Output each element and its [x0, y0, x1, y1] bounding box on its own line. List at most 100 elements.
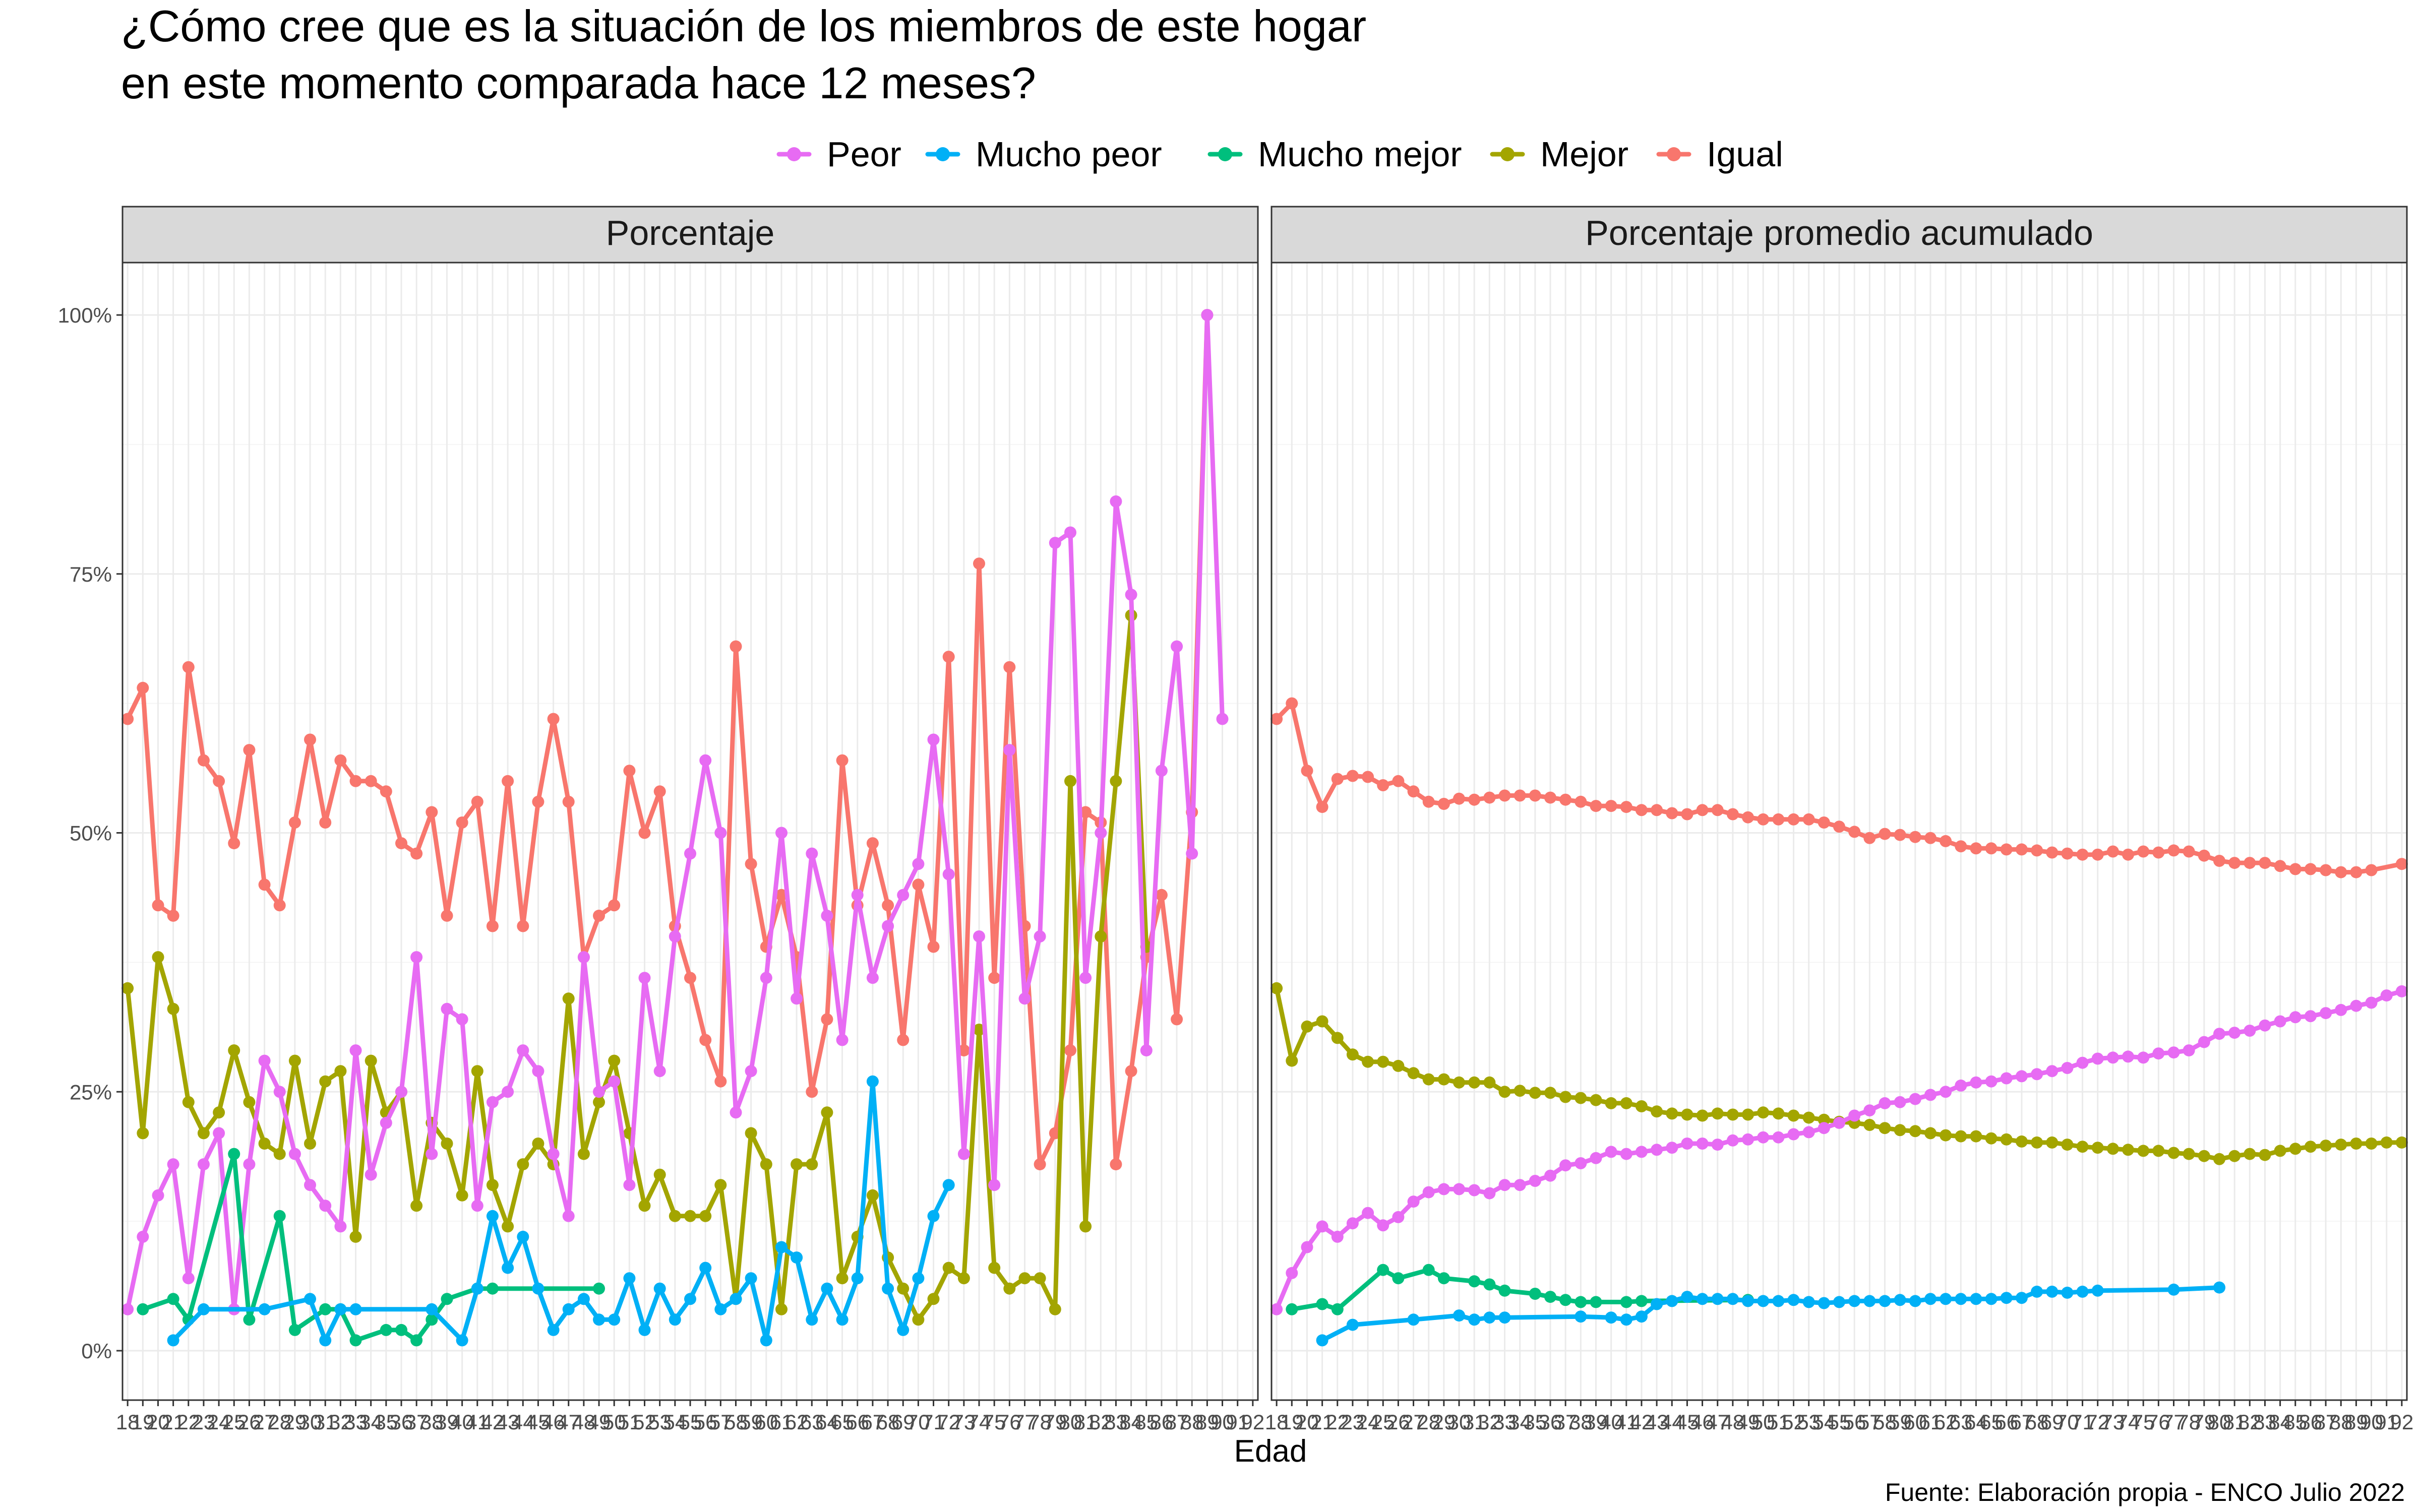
- data-point-mucho-peor: [1498, 1311, 1511, 1324]
- plot-area-right: [1270, 262, 2408, 1401]
- data-point-mejor: [502, 1220, 514, 1233]
- data-point-mucho-peor: [334, 1303, 347, 1315]
- data-point-mejor: [213, 1106, 225, 1119]
- data-point-peor: [988, 1179, 1001, 1191]
- data-point-mucho-mejor: [288, 1324, 301, 1336]
- data-point-peor: [897, 889, 910, 901]
- data-point-mejor: [1301, 1020, 1313, 1033]
- data-point-peor: [410, 951, 423, 964]
- data-point-mejor: [2046, 1136, 2059, 1149]
- x-tick-label: 47: [557, 1410, 580, 1434]
- data-point-mejor: [1605, 1097, 1617, 1109]
- x-tick-label: 57: [709, 1410, 733, 1434]
- data-point-mejor: [1772, 1107, 1785, 1120]
- data-point-igual: [608, 899, 621, 912]
- data-point-mucho-peor: [684, 1293, 696, 1305]
- x-tick-label: 66: [845, 1410, 869, 1434]
- data-point-igual: [2304, 863, 2317, 875]
- data-point-mejor: [593, 1096, 605, 1108]
- data-point-mejor: [806, 1158, 818, 1171]
- x-tick-label: 80: [1059, 1410, 1082, 1434]
- data-point-mucho-peor: [608, 1313, 621, 1326]
- x-tick-label: 60: [1903, 1410, 1927, 1434]
- data-point-peor: [2289, 1011, 2302, 1024]
- data-point-igual: [137, 681, 149, 694]
- x-tick-label: 62: [1934, 1410, 1958, 1434]
- data-point-mucho-peor: [2046, 1285, 2059, 1298]
- x-tick-label: 61: [770, 1410, 794, 1434]
- data-point-mucho-peor: [1787, 1294, 1800, 1306]
- x-tick-label: 29: [1432, 1410, 1456, 1434]
- data-point-peor: [2031, 1068, 2043, 1081]
- data-point-igual: [334, 754, 347, 767]
- x-tick-label: 60: [754, 1410, 778, 1434]
- data-point-igual: [2167, 844, 2180, 857]
- x-tick-label: 59: [739, 1410, 763, 1434]
- data-point-mejor: [821, 1106, 833, 1119]
- data-point-igual: [2274, 860, 2286, 872]
- data-point-mucho-mejor: [1498, 1284, 1511, 1297]
- chart-title-line1: ¿Cómo cree que es la situación de los mi…: [121, 1, 1366, 51]
- data-point-peor: [2213, 1028, 2225, 1040]
- data-point-igual: [213, 775, 225, 787]
- data-point-peor: [2335, 1003, 2347, 1016]
- data-point-mejor: [897, 1282, 910, 1295]
- x-tick-label: 51: [618, 1410, 641, 1434]
- x-tick-label: 29: [283, 1410, 307, 1434]
- x-tick-label: 18: [1265, 1410, 1289, 1434]
- x-tick-label: 24: [207, 1410, 231, 1434]
- data-point-igual: [2137, 845, 2150, 858]
- data-point-peor: [577, 951, 590, 964]
- x-tick-label: 33: [344, 1410, 368, 1434]
- data-point-mucho-peor: [927, 1210, 940, 1222]
- data-point-mucho-peor: [1909, 1295, 1921, 1307]
- data-point-igual: [1079, 806, 1092, 818]
- data-point-peor: [684, 847, 696, 860]
- data-point-mucho-peor: [1575, 1310, 1587, 1323]
- data-point-peor: [547, 1148, 560, 1160]
- data-point-peor: [1514, 1179, 1526, 1191]
- data-point-peor: [456, 1013, 468, 1026]
- data-point-mejor: [2380, 1136, 2393, 1149]
- data-point-peor: [638, 972, 651, 984]
- data-point-peor: [1483, 1187, 1496, 1200]
- data-point-mucho-mejor: [1377, 1264, 1389, 1276]
- data-point-mejor: [441, 1138, 453, 1150]
- data-point-peor: [2274, 1015, 2286, 1028]
- data-point-igual: [1559, 793, 1572, 806]
- data-point-peor: [806, 847, 818, 860]
- x-tick-label: 31: [1463, 1410, 1486, 1434]
- data-point-mejor: [1407, 1067, 1420, 1080]
- x-tick-label: 51: [1767, 1410, 1790, 1434]
- panel-title-left: Porcentaje: [606, 213, 775, 253]
- legend-label-igual: Igual: [1707, 135, 1783, 174]
- x-tick-label: 66: [1994, 1410, 2018, 1434]
- data-point-peor: [441, 1002, 453, 1015]
- x-tick-label: 63: [800, 1410, 824, 1434]
- x-tick-label: 38: [1569, 1410, 1593, 1434]
- data-point-peor: [1453, 1183, 1465, 1195]
- chart-title-line2: en este momento comparada hace 12 meses?: [121, 58, 1036, 108]
- data-point-igual: [2228, 857, 2241, 869]
- data-point-igual: [1651, 804, 1663, 816]
- x-tick-label: 46: [541, 1410, 565, 1434]
- data-point-igual: [806, 1086, 818, 1098]
- data-point-peor: [2244, 1025, 2256, 1037]
- x-tick-label: 78: [1028, 1410, 1052, 1434]
- data-point-peor: [2106, 1051, 2119, 1064]
- data-point-igual: [699, 1034, 712, 1046]
- data-point-mejor: [182, 1096, 195, 1108]
- data-point-peor: [2350, 999, 2363, 1012]
- data-point-peor: [273, 1086, 286, 1098]
- data-point-peor: [927, 733, 940, 746]
- data-point-peor: [1894, 1096, 1906, 1108]
- x-tick-label: 59: [1888, 1410, 1912, 1434]
- data-point-peor: [1757, 1131, 1770, 1144]
- x-tick-label: 75: [2132, 1410, 2155, 1434]
- data-point-mejor: [1559, 1091, 1572, 1103]
- data-point-igual: [502, 775, 514, 787]
- data-point-peor: [730, 1106, 742, 1119]
- x-tick-label: 46: [1690, 1410, 1714, 1434]
- data-point-igual: [2000, 843, 2013, 856]
- data-point-mucho-mejor: [273, 1210, 286, 1222]
